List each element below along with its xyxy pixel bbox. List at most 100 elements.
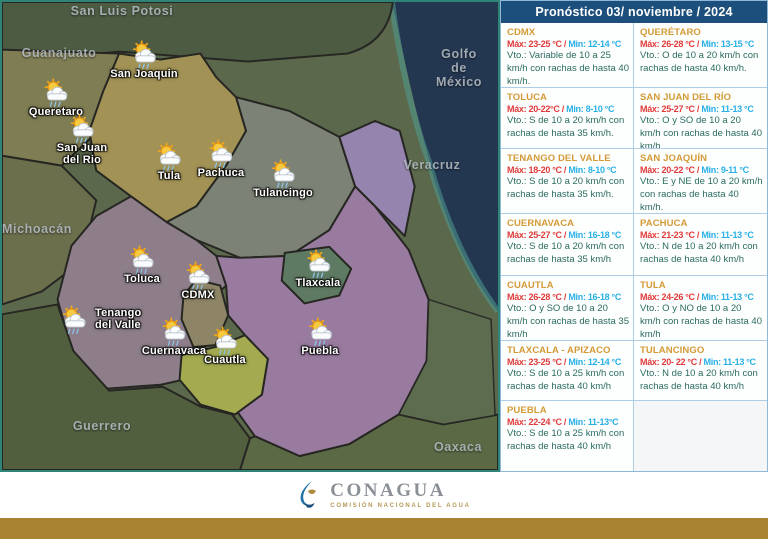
conagua-wordmark: CONAGUA [330, 480, 446, 501]
forecast-city-name: PACHUCA [640, 218, 688, 229]
forecast-temps: Máx: 23-25 °C / Min: 12-14 °C [507, 39, 629, 49]
forecast-panel: Pronóstico 03/ noviembre / 2024 CDMX Máx… [500, 0, 768, 472]
temp-separator: / [694, 39, 702, 49]
city-marker-tulancingo: Tulancingo [253, 159, 313, 199]
forecast-city-name: CDMX [507, 27, 536, 38]
forecast-temps: Máx: 20-22 °C / Min: 9-11 °C [640, 165, 763, 175]
max-temp: Máx: 26-28 °C [507, 292, 562, 302]
temp-separator: / [559, 104, 567, 114]
forecast-cell-tulancingo: TULANCINGO Máx: 20- 22 °C / Min: 11-13 °… [634, 341, 767, 401]
forecast-cell-tenango-del-valle: TENANGO DEL VALLE Máx: 18-20 °C / Min: 8… [501, 149, 634, 214]
forecast-temps: Máx: 25-27 °C / Min: 11-13 °C [640, 104, 763, 114]
sun-cloud-rain-icon [56, 305, 92, 335]
forecast-city-name: TENANGO DEL VALLE [507, 153, 611, 164]
sun-cloud-rain-icon [156, 317, 192, 347]
temp-separator: / [561, 357, 569, 367]
max-temp: Máx: 26-28 °C [640, 39, 695, 49]
max-temp: Máx: 24-26 °C [640, 292, 695, 302]
forecast-temps: Máx: 26-28 °C / Min: 16-18 °C [507, 292, 629, 302]
temp-separator: / [561, 230, 569, 240]
forecast-cell-toluca: TOLUCA Máx: 20-22°C / Min: 8-10 °C Vto.:… [501, 88, 634, 149]
city-marker-cuernavaca: Cuernavaca [142, 317, 206, 357]
conagua-logo-icon [300, 481, 317, 508]
forecast-temps: Máx: 26-28 °C / Min: 13-15 °C [640, 39, 763, 49]
max-temp: Máx: 23-25 °C [507, 39, 562, 49]
city-label: Tulancingo [253, 187, 313, 199]
gold-footer-stripe [0, 518, 768, 539]
forecast-cell-cuautla: CUAUTLA Máx: 26-28 °C / Min: 16-18 °C Vt… [501, 276, 634, 341]
max-temp: Máx: 22-24 °C [507, 417, 562, 427]
forecast-city-name: TULA [640, 280, 666, 291]
sun-cloud-rain-icon [38, 78, 74, 108]
city-marker-san-joaquin: San Joaquin [110, 40, 178, 80]
forecast-temps: Máx: 20- 22 °C / Min: 11-13 °C [640, 357, 763, 367]
forecast-wind: Vto.: S de 10 a 25 km/h con rachas de ha… [507, 368, 625, 392]
forecast-cell-pachuca: PACHUCA Máx: 21-23 °C / Min: 11-13 °C Vt… [634, 214, 767, 276]
temp-separator: / [694, 230, 702, 240]
forecast-temps: Máx: 22-24 °C / Min: 11-13°C [507, 417, 629, 427]
sun-cloud-rain-icon [302, 317, 338, 347]
forecast-city-name: TLAXCALA - APIZACO [507, 345, 611, 356]
max-temp: Máx: 25-27 °C [507, 230, 562, 240]
forecast-city-name: CUAUTLA [507, 280, 554, 291]
state-label-michoacan: Michoacán [2, 222, 72, 236]
panel-title: Pronóstico 03/ noviembre / 2024 [501, 1, 767, 23]
footer-bar: CONAGUA COMISIÓN NACIONAL DEL AGUA [0, 472, 768, 518]
city-marker-san-juan-del-rio: San Juan del Rio [49, 114, 115, 166]
temp-separator: / [561, 165, 569, 175]
temp-separator: / [694, 104, 702, 114]
forecast-temps: Máx: 18-20 °C / Min: 8-10 °C [507, 165, 629, 175]
sun-cloud-rain-icon [203, 139, 239, 169]
city-label: Pachuca [197, 167, 245, 179]
city-label: Tlaxcala [295, 277, 341, 289]
city-label: Toluca [124, 273, 160, 285]
min-temp: Min: 11-13 °C [701, 230, 754, 240]
forecast-temps: Máx: 25-27 °C / Min: 16-18 °C [507, 230, 629, 240]
temp-separator: / [561, 39, 569, 49]
min-temp: Min: 12-14 °C [568, 357, 622, 367]
sun-cloud-rain-icon [265, 159, 301, 189]
conagua-logo-text: CONAGUA COMISIÓN NACIONAL DEL AGUA [330, 481, 470, 509]
city-label: San Joaquin [110, 68, 178, 80]
forecast-cell-queretaro: QUERÉTARO Máx: 26-28 °C / Min: 13-15 °C … [634, 23, 767, 88]
forecast-city-name: TULANCINGO [640, 345, 705, 356]
temp-separator: / [561, 292, 569, 302]
forecast-cell-empty [634, 401, 767, 471]
forecast-wind: Vto.: O y SO de 10 a 20 km/h con rachas … [507, 303, 629, 340]
city-marker-puebla: Puebla [301, 317, 338, 357]
min-temp: Min: 8-10 °C [566, 104, 615, 114]
forecast-wind: Vto.: N de 10 a 20 km/h con rachas de ha… [640, 368, 758, 392]
min-temp: Min: 11-13°C [568, 417, 619, 427]
forecast-wind: Vto.: S de 10 a 20 km/h con rachas de ha… [507, 176, 625, 200]
forecast-cell-cuernavaca: CUERNAVACA Máx: 25-27 °C / Min: 16-18 °C… [501, 214, 634, 276]
city-label: Cuautla [204, 354, 246, 366]
max-temp: Máx: 23-25 °C [507, 357, 562, 367]
forecast-cell-san-juan-del-rio: SAN JUAN DEL RÍO Máx: 25-27 °C / Min: 11… [634, 88, 767, 149]
sun-cloud-rain-icon [64, 114, 100, 144]
forecast-cell-cdmx: CDMX Máx: 23-25 °C / Min: 12-14 °C Vto.:… [501, 23, 634, 88]
terrain-map-image [2, 2, 498, 470]
forecast-city-name: CUERNAVACA [507, 218, 575, 229]
min-temp: Min: 16-18 °C [568, 292, 622, 302]
sun-cloud-rain-icon [207, 326, 243, 356]
min-temp: Min: 11-13 °C [701, 104, 754, 114]
forecast-map: San Luis Potosi Guanajuato Michoacán Gol… [0, 0, 500, 472]
min-temp: Min: 11-13 °C [703, 357, 757, 367]
state-label-san-luis-potosi: San Luis Potosi [70, 4, 174, 18]
forecast-city-name: PUEBLA [507, 405, 547, 416]
forecast-wind: Vto.: O y NO de 10 a 20 km/h con rachas … [640, 303, 762, 340]
city-label: Puebla [301, 345, 339, 357]
forecast-wind: Vto.: O y SO de 10 a 20 km/h con rachas … [640, 115, 762, 149]
min-temp: Min: 13-15 °C [701, 39, 755, 49]
sun-cloud-rain-icon [124, 245, 160, 275]
max-temp: Máx: 18-20 °C [507, 165, 562, 175]
forecast-cell-san-joaquin: SAN JOAQUÍN Máx: 20-22 °C / Min: 9-11 °C… [634, 149, 767, 214]
city-marker-cdmx: CDMX [180, 261, 216, 301]
forecast-wind: Vto.: O de 10 a 20 km/h con rachas de ha… [640, 50, 759, 74]
city-label: San Juan del Rio [56, 142, 108, 167]
city-marker-tula: Tula [151, 142, 187, 182]
max-temp: Máx: 20- 22 °C [640, 357, 697, 367]
state-label-golfo-de-mexico: Golfo de México [436, 47, 482, 89]
forecast-temps: Máx: 24-26 °C / Min: 11-13 °C [640, 292, 763, 302]
